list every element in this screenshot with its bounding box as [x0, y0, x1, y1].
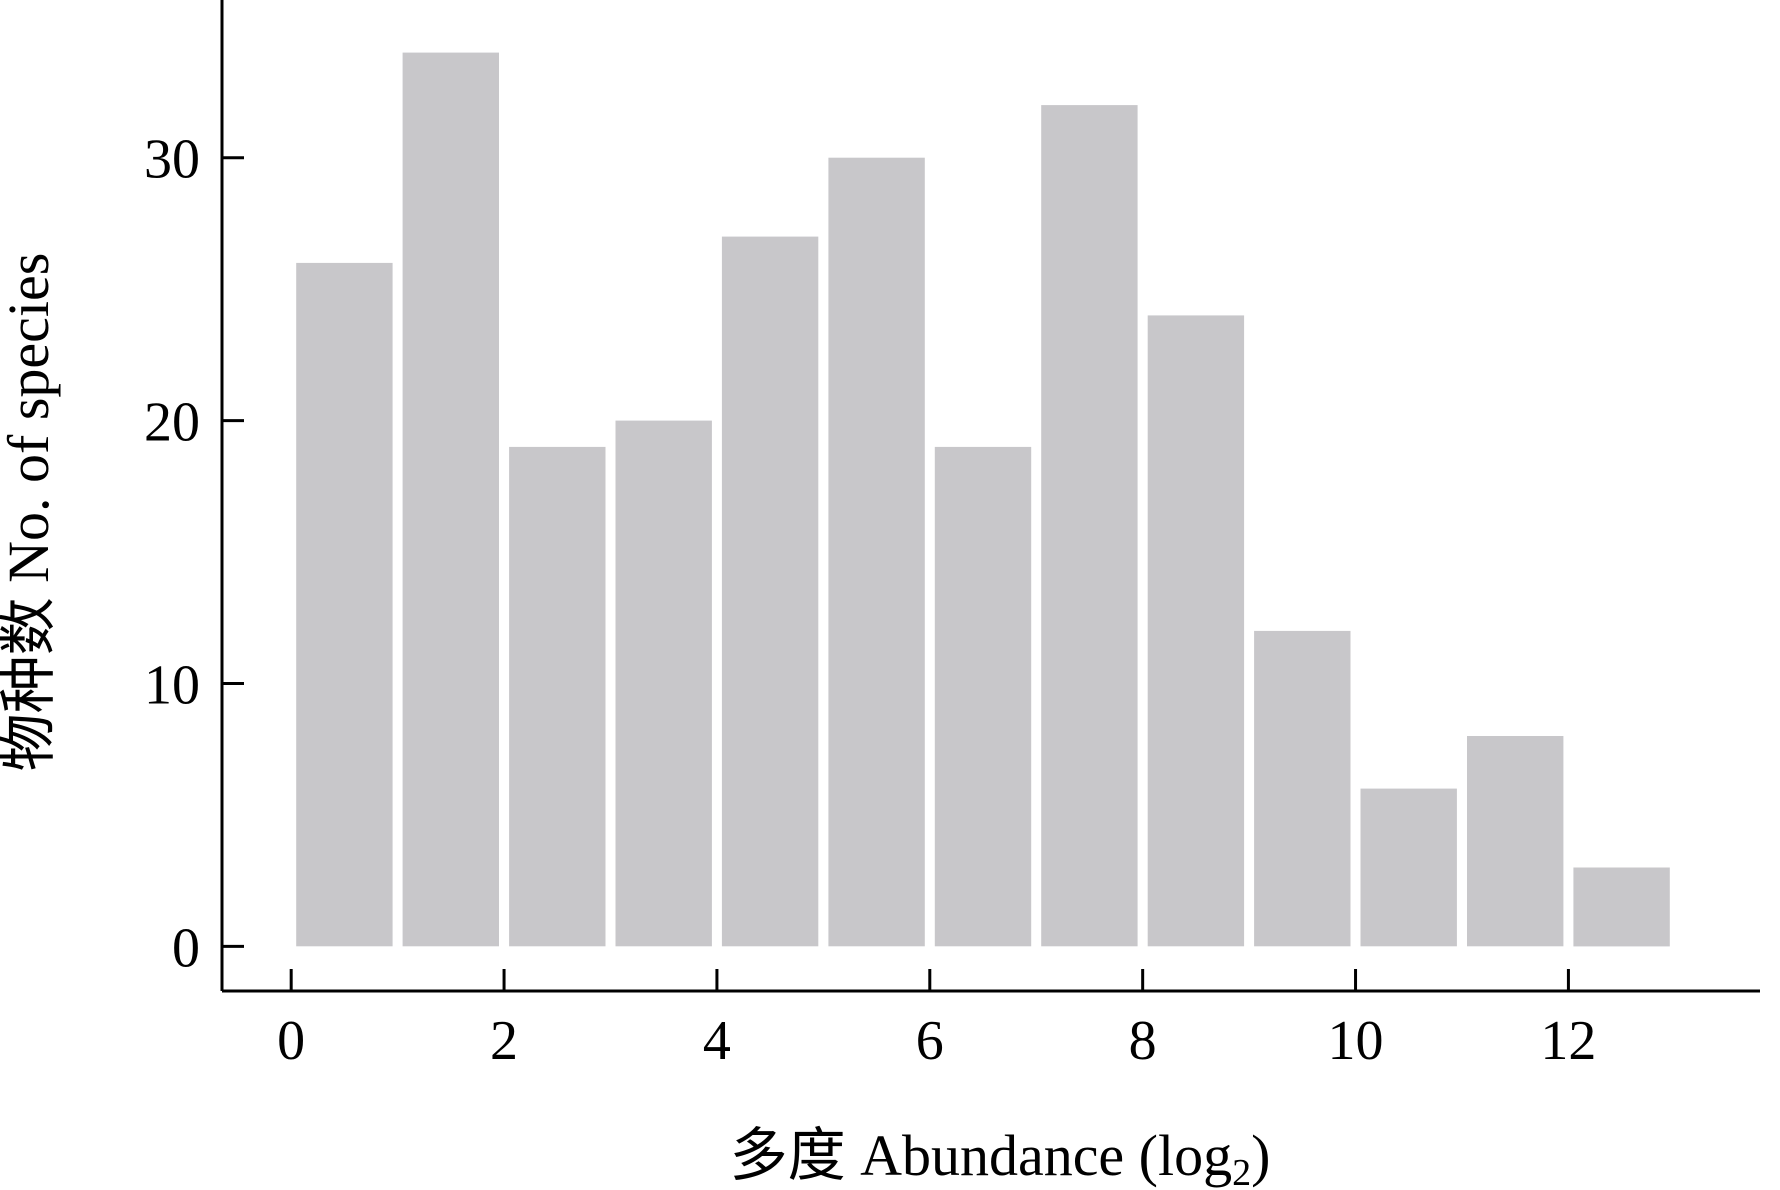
x-tick-label: 6	[916, 1010, 944, 1072]
bar	[828, 157, 925, 947]
bar	[934, 446, 1032, 947]
y-tick-label: 20	[144, 392, 200, 454]
x-tick-label: 12	[1540, 1010, 1596, 1072]
x-axis-title-close: )	[1251, 1123, 1270, 1188]
y-tick-label: 10	[144, 654, 200, 716]
x-ticks-group: 0 2 4 6 8 10 12	[277, 969, 1596, 1072]
x-tick-label: 4	[703, 1010, 731, 1072]
bar	[721, 236, 819, 947]
bar	[1573, 867, 1670, 947]
y-ticks-group: 0 10 20 30	[144, 129, 244, 979]
bar	[1467, 736, 1564, 947]
x-tick-label: 0	[277, 1010, 305, 1072]
bar	[1041, 105, 1138, 947]
x-axis-title-main: 多度 Abundance (log	[730, 1123, 1233, 1188]
y-tick-label: 0	[172, 917, 200, 979]
bars-group	[296, 52, 1670, 947]
x-tick-label: 8	[1129, 1010, 1157, 1072]
axes-group	[220, 0, 1760, 993]
x-tick-label: 2	[490, 1010, 518, 1072]
bar	[1360, 788, 1457, 947]
bar	[615, 420, 712, 947]
x-axis-title: 多度 Abundance (log2)	[730, 1123, 1271, 1190]
y-axis-title: 物种数 No. of species	[0, 253, 61, 772]
bar	[402, 52, 499, 947]
bar	[296, 262, 393, 947]
bar	[1147, 315, 1245, 947]
bar	[1254, 630, 1351, 947]
bar	[509, 446, 606, 947]
x-axis-title-subscript: 2	[1232, 1152, 1251, 1190]
x-tick-label: 10	[1328, 1010, 1384, 1072]
y-tick-label: 30	[144, 129, 200, 191]
